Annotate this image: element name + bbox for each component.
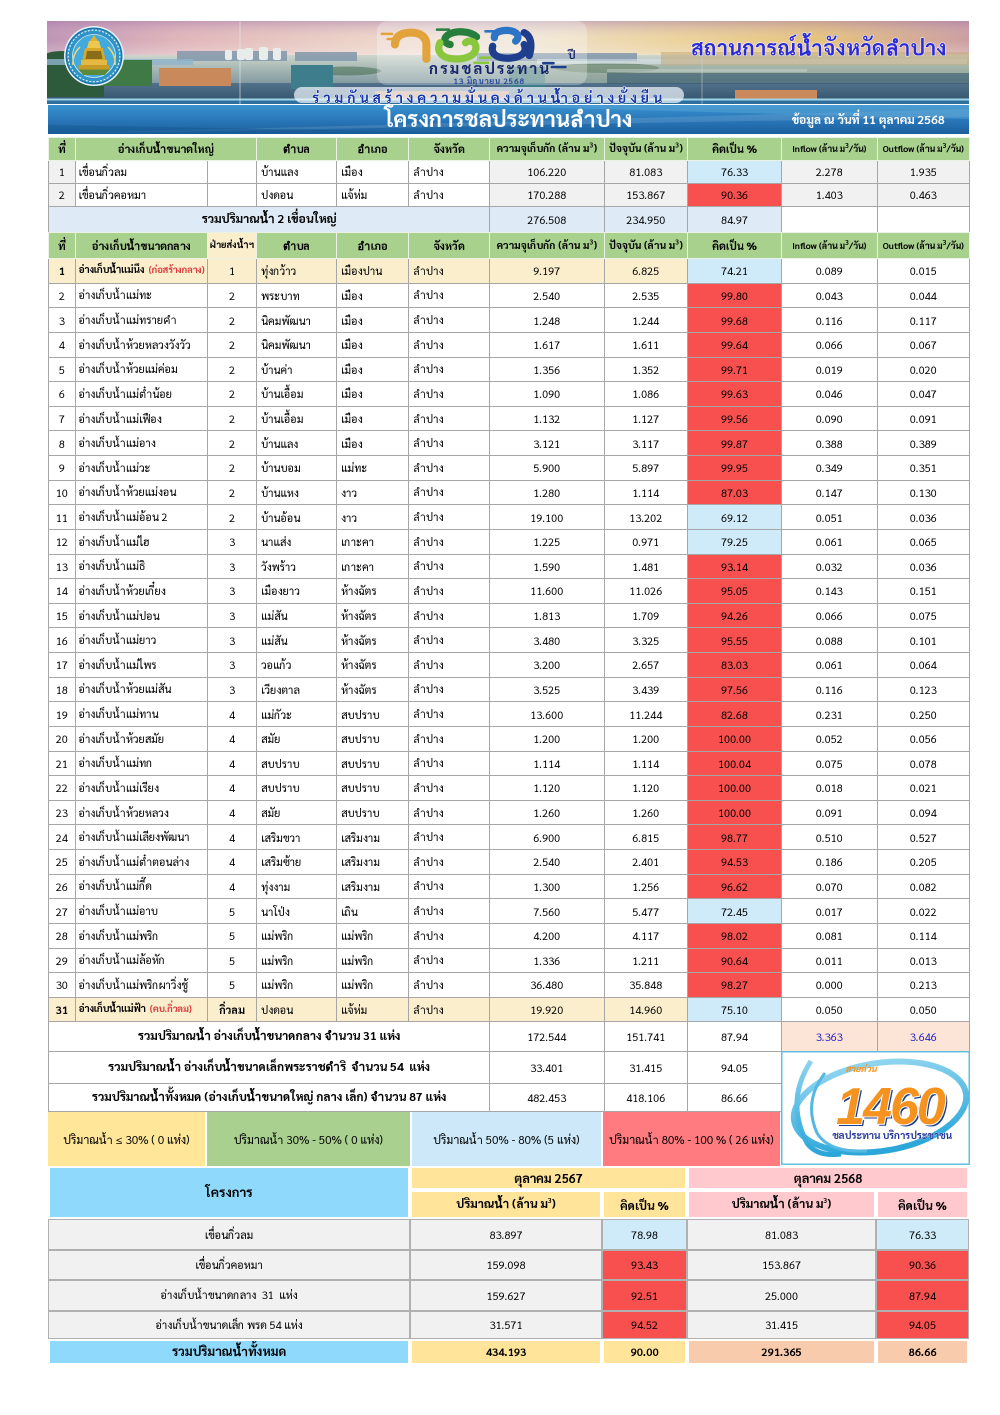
- svg-text:ร่วมกันสร้างความมั่นคงด้านน้ำอ: ร่วมกันสร้างความมั่นคงด้านน้ำอย่างยั่งยื…: [312, 86, 666, 104]
- svg-text:ปี: ปี: [566, 47, 576, 62]
- svg-text:กรมชลประทาน: กรมชลประทาน: [429, 59, 551, 78]
- svg-text:สถานการณ์น้ำจังหวัดลำปาง: สถานการณ์น้ำจังหวัดลำปาง: [691, 33, 947, 61]
- svg-text:ชลประทาน บริการประชาชน: ชลประทาน บริการประชาชน: [832, 1129, 952, 1142]
- svg-text:สายด่วน: สายด่วน: [845, 1063, 878, 1075]
- svg-text:13 มิถุนายน 2568: 13 มิถุนายน 2568: [453, 75, 524, 87]
- svg-text:1460: 1460: [838, 1080, 948, 1138]
- svg-text:1460: 1460: [836, 1078, 946, 1136]
